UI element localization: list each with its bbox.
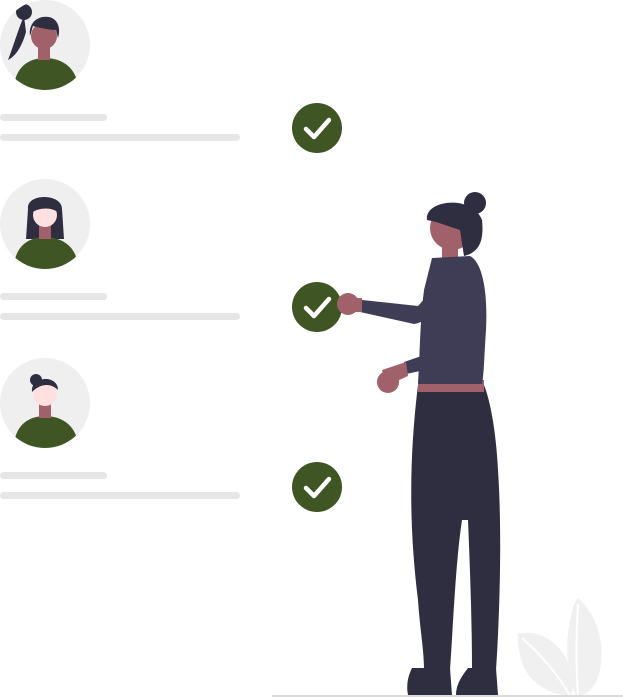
detail-placeholder-1	[0, 134, 240, 141]
plant-illustration	[518, 598, 602, 696]
avatar-3	[0, 358, 90, 448]
detail-placeholder-3	[0, 492, 240, 499]
name-placeholder-2	[0, 293, 107, 300]
avatar-2	[0, 179, 90, 269]
detail-placeholder-2	[0, 313, 240, 320]
ground-line	[272, 695, 623, 697]
name-placeholder-1	[0, 114, 107, 121]
person-illustration	[337, 192, 501, 695]
name-placeholder-3	[0, 472, 107, 479]
check-icon[interactable]	[292, 103, 342, 153]
avatar-1	[0, 0, 90, 90]
check-icon[interactable]	[292, 462, 342, 512]
check-icon[interactable]	[292, 282, 342, 332]
